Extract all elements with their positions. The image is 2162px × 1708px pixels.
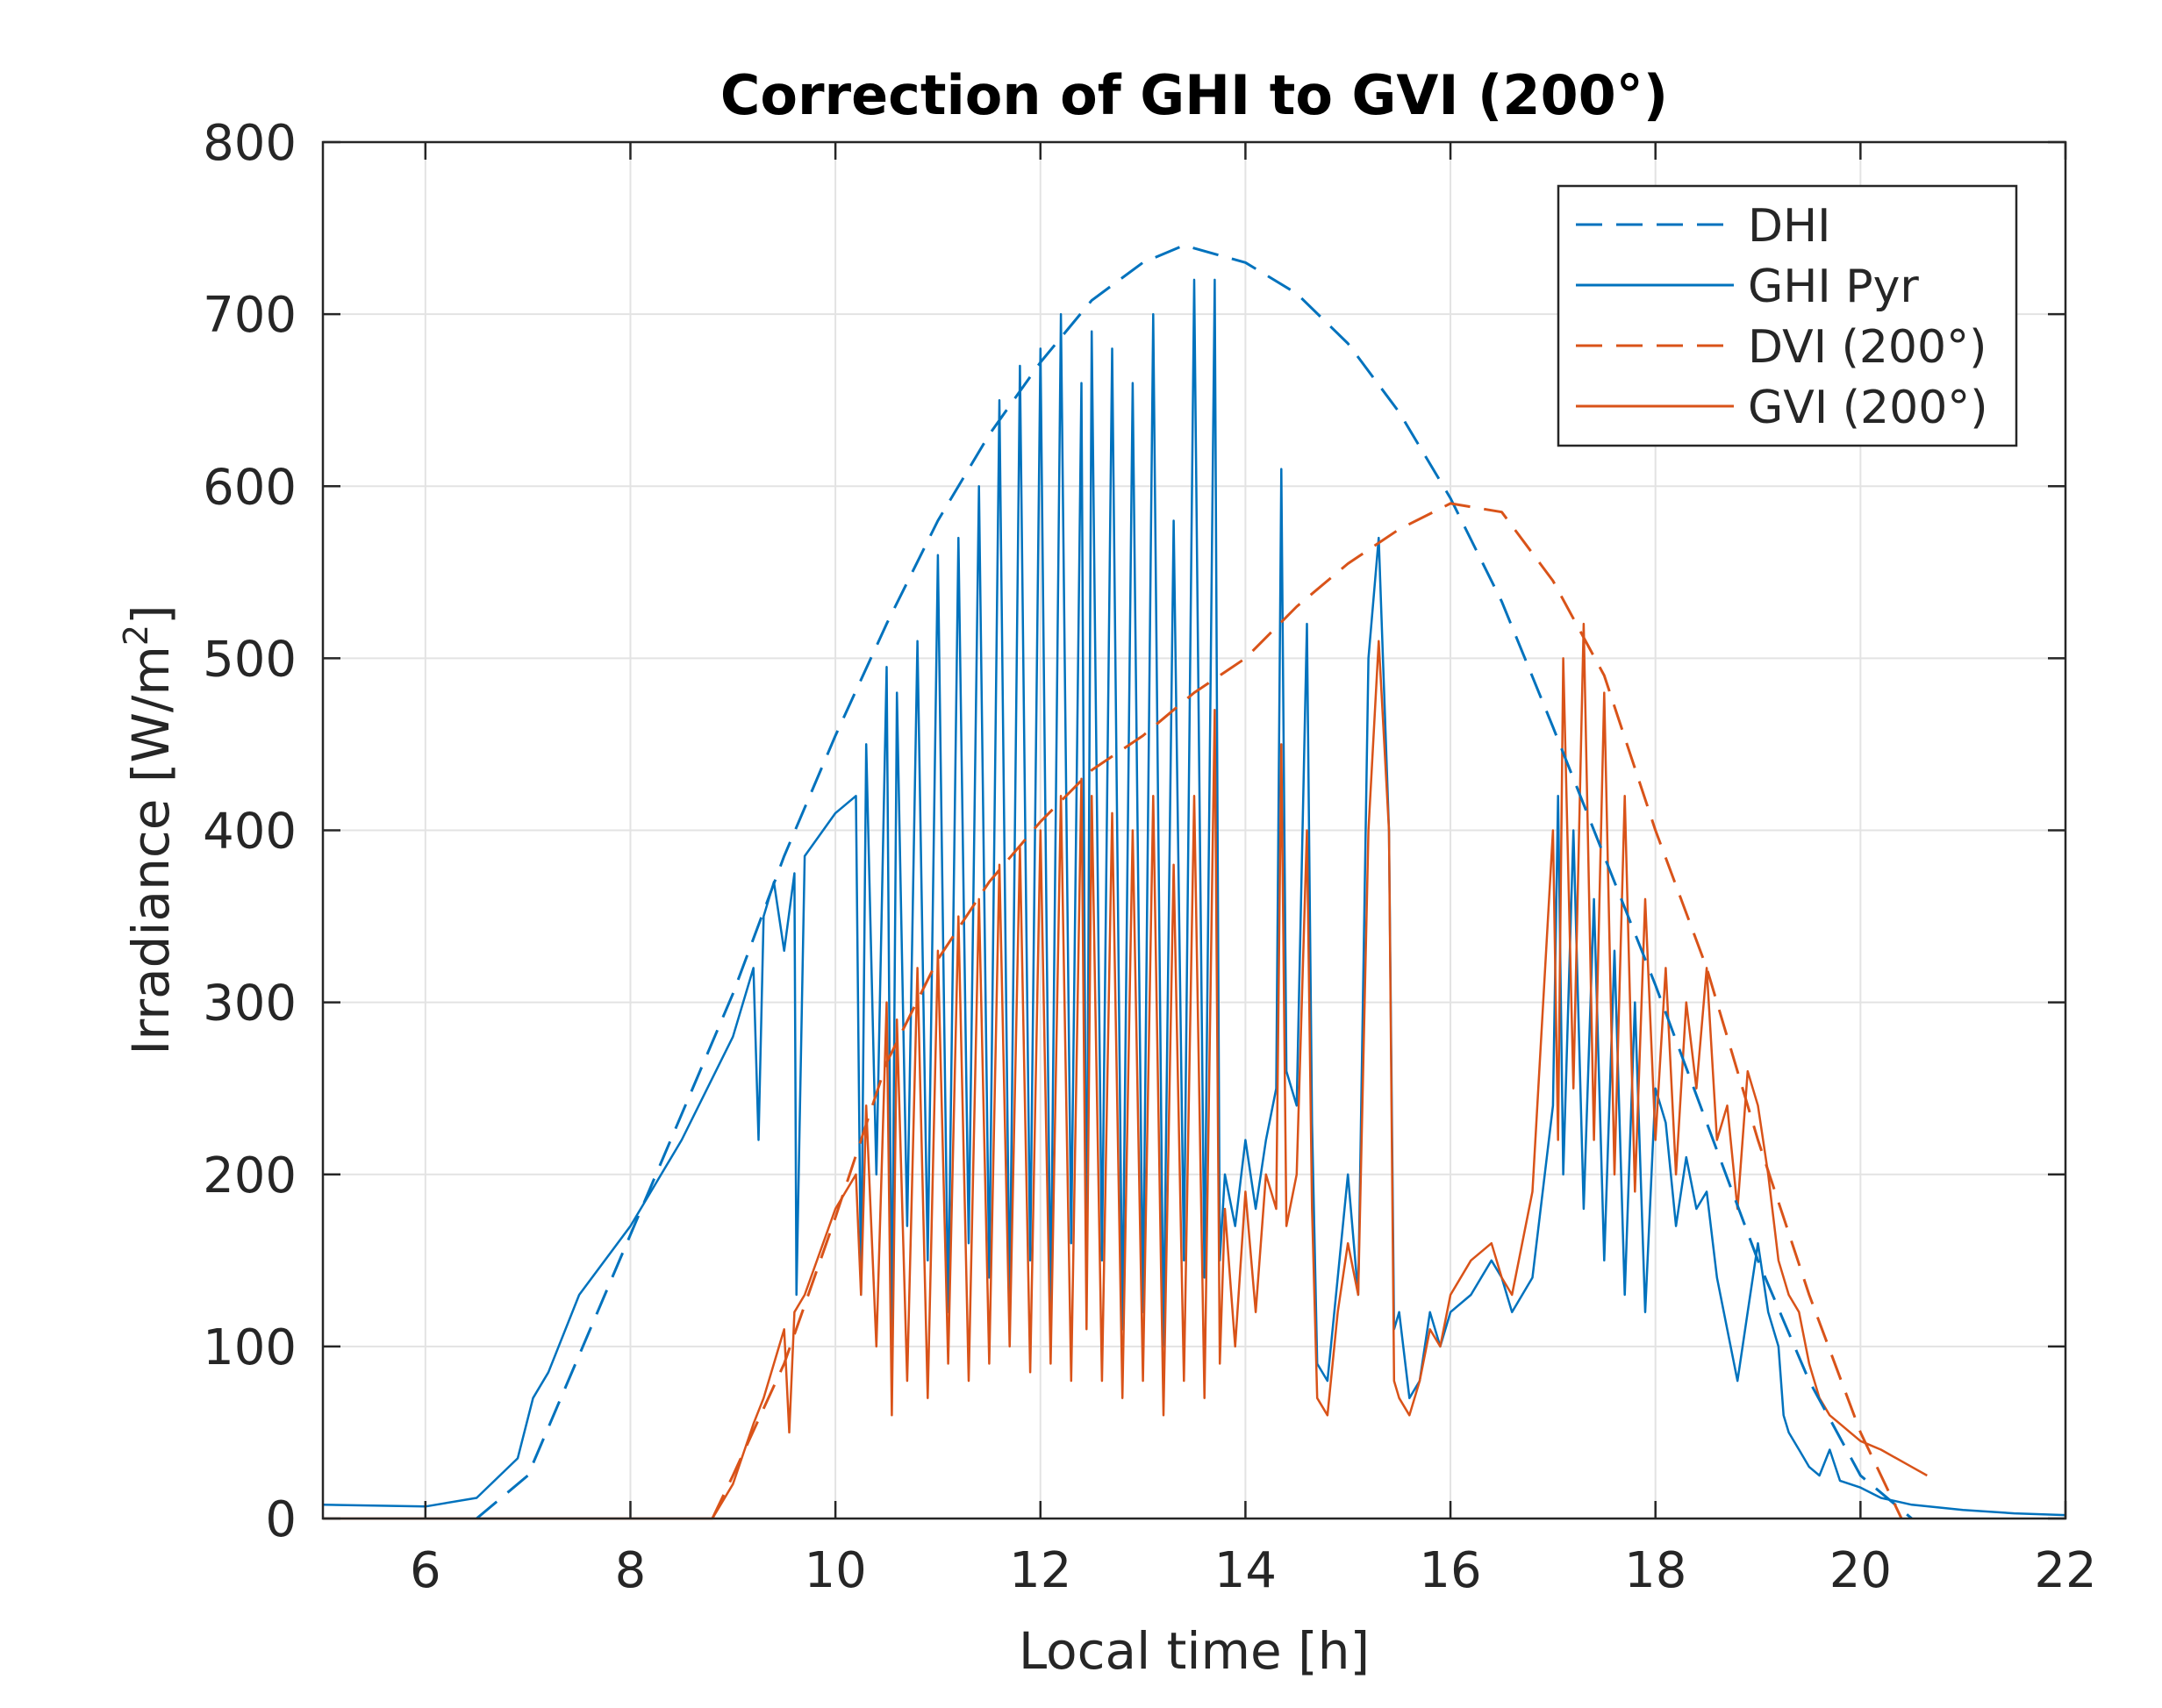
ghi-pyr-series-line bbox=[322, 278, 2066, 1517]
x-tick-label: 22 bbox=[2034, 1542, 2096, 1599]
x-tick-label: 18 bbox=[1624, 1542, 1686, 1599]
y-axis-label-close: ] bbox=[121, 604, 181, 625]
dhi-series-line bbox=[476, 244, 1913, 1520]
x-tick-label: 12 bbox=[1009, 1542, 1071, 1599]
gvi-200-series-line bbox=[323, 622, 1928, 1520]
y-tick-label: 400 bbox=[203, 804, 297, 861]
x-tick-labels: 6 8 10 12 14 16 18 20 22 bbox=[410, 1542, 2097, 1599]
x-tick-label: 20 bbox=[1829, 1542, 1892, 1599]
y-tick-label: 500 bbox=[203, 631, 297, 688]
x-tick-label: 8 bbox=[615, 1542, 647, 1599]
y-axis-label-superscript: 2 bbox=[117, 625, 155, 646]
y-tick-label: 200 bbox=[203, 1147, 297, 1204]
series-layer bbox=[322, 244, 2066, 1520]
x-tick-label: 6 bbox=[410, 1542, 441, 1599]
y-axis-label: Irradiance [W/m2] bbox=[117, 604, 181, 1054]
y-tick-label: 300 bbox=[203, 975, 297, 1033]
chart-title: Correction of GHI to GVI (200°) bbox=[720, 63, 1668, 127]
legend-label-gvi-200: GVI (200°) bbox=[1748, 382, 1988, 434]
y-tick-label: 100 bbox=[203, 1319, 297, 1376]
legend-label-dvi-200: DVI (200°) bbox=[1748, 321, 1987, 374]
tick-marks bbox=[323, 140, 2067, 1520]
legend-label-dhi: DHI bbox=[1748, 200, 1830, 253]
x-axis-label: Local time [h] bbox=[1019, 1621, 1370, 1681]
y-axis-label-main: Irradiance [W/m bbox=[121, 646, 181, 1055]
x-tick-label: 10 bbox=[804, 1542, 866, 1599]
y-tick-label: 700 bbox=[203, 287, 297, 344]
legend-box bbox=[1557, 184, 2018, 447]
x-tick-label: 14 bbox=[1214, 1542, 1277, 1599]
y-tick-label: 800 bbox=[203, 115, 297, 172]
dvi-200-series-line bbox=[711, 502, 1903, 1519]
y-tick-labels: 0 100 200 300 400 500 600 700 800 bbox=[203, 115, 297, 1548]
y-tick-label: 600 bbox=[203, 459, 297, 516]
x-tick-label: 16 bbox=[1419, 1542, 1481, 1599]
legend-label-ghi-pyr: GHI Pyr bbox=[1748, 261, 1919, 313]
y-tick-label: 0 bbox=[265, 1491, 297, 1548]
legend: DHI GHI Pyr DVI (200°) GVI (200°) bbox=[1557, 184, 2018, 447]
